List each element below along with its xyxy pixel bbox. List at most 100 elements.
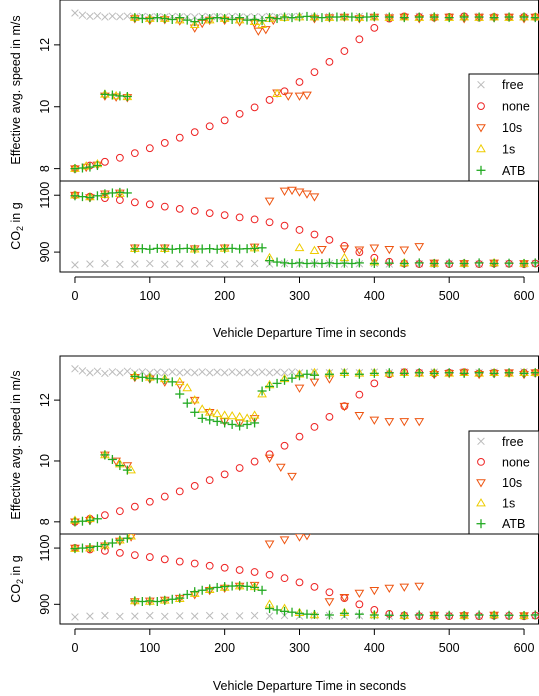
point-atb bbox=[295, 371, 304, 381]
point-free bbox=[116, 612, 124, 621]
point-none bbox=[250, 568, 259, 576]
point-s10 bbox=[294, 92, 305, 101]
x-tick-label: 600 bbox=[514, 641, 535, 655]
x-axis: 0 100 200 300 400 500 600 Vehicle Departure Tim… bbox=[71, 628, 535, 693]
point-atb bbox=[474, 12, 484, 22]
point-free bbox=[205, 611, 214, 620]
point-free bbox=[86, 12, 94, 21]
point-s10 bbox=[272, 89, 282, 98]
point-atb bbox=[272, 378, 282, 388]
point-atb bbox=[504, 258, 514, 268]
point-s10 bbox=[294, 188, 305, 197]
point-atb bbox=[474, 610, 484, 620]
point-atb bbox=[85, 515, 95, 525]
point-s10 bbox=[189, 396, 200, 406]
point-atb bbox=[369, 258, 379, 268]
point-free bbox=[146, 611, 154, 620]
point-atb bbox=[519, 12, 529, 22]
point-atb bbox=[175, 389, 185, 399]
point-none bbox=[190, 482, 199, 490]
point-free bbox=[265, 368, 274, 377]
point-atb bbox=[160, 374, 170, 384]
point-atb bbox=[474, 368, 484, 378]
point-free bbox=[138, 368, 147, 376]
point-free bbox=[198, 368, 206, 376]
x-tick-label: 300 bbox=[289, 289, 310, 303]
point-atb bbox=[160, 595, 170, 605]
point-none bbox=[295, 78, 304, 86]
point-s10 bbox=[264, 197, 275, 206]
legend-item-s10: 10s bbox=[476, 476, 522, 490]
point-free bbox=[250, 611, 259, 620]
point-atb bbox=[122, 534, 132, 543]
point-s10 bbox=[399, 583, 410, 592]
point-atb bbox=[399, 611, 409, 621]
point-atb bbox=[137, 372, 147, 382]
point-s10 bbox=[279, 187, 290, 196]
panel-bottom-co2: 900 1100 CO2 in g bbox=[9, 533, 539, 625]
point-atb bbox=[474, 258, 484, 268]
point-s10 bbox=[174, 381, 185, 390]
point-s10 bbox=[354, 589, 365, 599]
point-none bbox=[250, 215, 259, 224]
point-s10 bbox=[287, 472, 297, 482]
series-atb bbox=[70, 187, 539, 268]
point-s10 bbox=[302, 91, 312, 100]
point-atb bbox=[257, 585, 267, 595]
panel-top-co2: 900 1100 CO2 in g bbox=[9, 180, 539, 273]
point-none bbox=[145, 553, 154, 561]
point-free bbox=[161, 368, 169, 377]
point-s10 bbox=[264, 540, 275, 549]
legend: free none 10s 1s ATB bbox=[468, 430, 539, 535]
panel-top-speed: 8 10 12 Effective avg. speed in m/s bbox=[9, 0, 539, 182]
point-atb bbox=[519, 368, 529, 378]
point-s10 bbox=[279, 536, 290, 545]
point-atb bbox=[287, 373, 297, 383]
series-s10 bbox=[70, 186, 529, 269]
point-s1 bbox=[227, 410, 238, 420]
point-atb bbox=[235, 13, 245, 23]
point-none bbox=[325, 57, 334, 66]
x-tick-label: 400 bbox=[364, 289, 385, 303]
point-free bbox=[131, 612, 139, 620]
point-none bbox=[205, 561, 214, 570]
point-none bbox=[295, 432, 304, 441]
point-atb bbox=[444, 610, 454, 620]
point-s1 bbox=[249, 410, 260, 419]
point-free bbox=[71, 9, 79, 17]
point-atb bbox=[100, 189, 110, 199]
point-s10 bbox=[264, 454, 275, 463]
legend-item-free: free bbox=[477, 78, 524, 92]
point-none bbox=[370, 379, 379, 388]
point-free bbox=[78, 367, 87, 375]
point-none bbox=[265, 570, 274, 579]
point-atb bbox=[504, 368, 514, 378]
point-atb bbox=[384, 368, 394, 378]
point-atb bbox=[530, 13, 539, 23]
point-none bbox=[145, 144, 154, 153]
legend-label: 10s bbox=[502, 476, 522, 490]
triangle-up-icon bbox=[476, 143, 486, 153]
point-atb bbox=[504, 12, 514, 22]
point-atb bbox=[212, 13, 222, 23]
point-atb bbox=[444, 368, 454, 378]
point-none bbox=[175, 204, 184, 213]
point-atb bbox=[92, 514, 102, 524]
point-atb bbox=[384, 12, 394, 22]
point-none bbox=[280, 574, 289, 583]
point-free bbox=[146, 259, 154, 268]
point-free bbox=[273, 368, 281, 376]
x-tick-label: 200 bbox=[214, 641, 235, 655]
point-free bbox=[93, 367, 102, 375]
x-tick-label: 0 bbox=[71, 289, 78, 303]
point-atb bbox=[85, 192, 95, 202]
point-atb bbox=[489, 368, 499, 378]
point-s10 bbox=[384, 584, 395, 593]
point-atb bbox=[197, 585, 207, 595]
point-atb bbox=[77, 163, 87, 173]
point-atb bbox=[257, 16, 267, 26]
legend-box bbox=[468, 430, 539, 535]
series-s1 bbox=[70, 188, 529, 267]
point-atb bbox=[309, 370, 319, 380]
